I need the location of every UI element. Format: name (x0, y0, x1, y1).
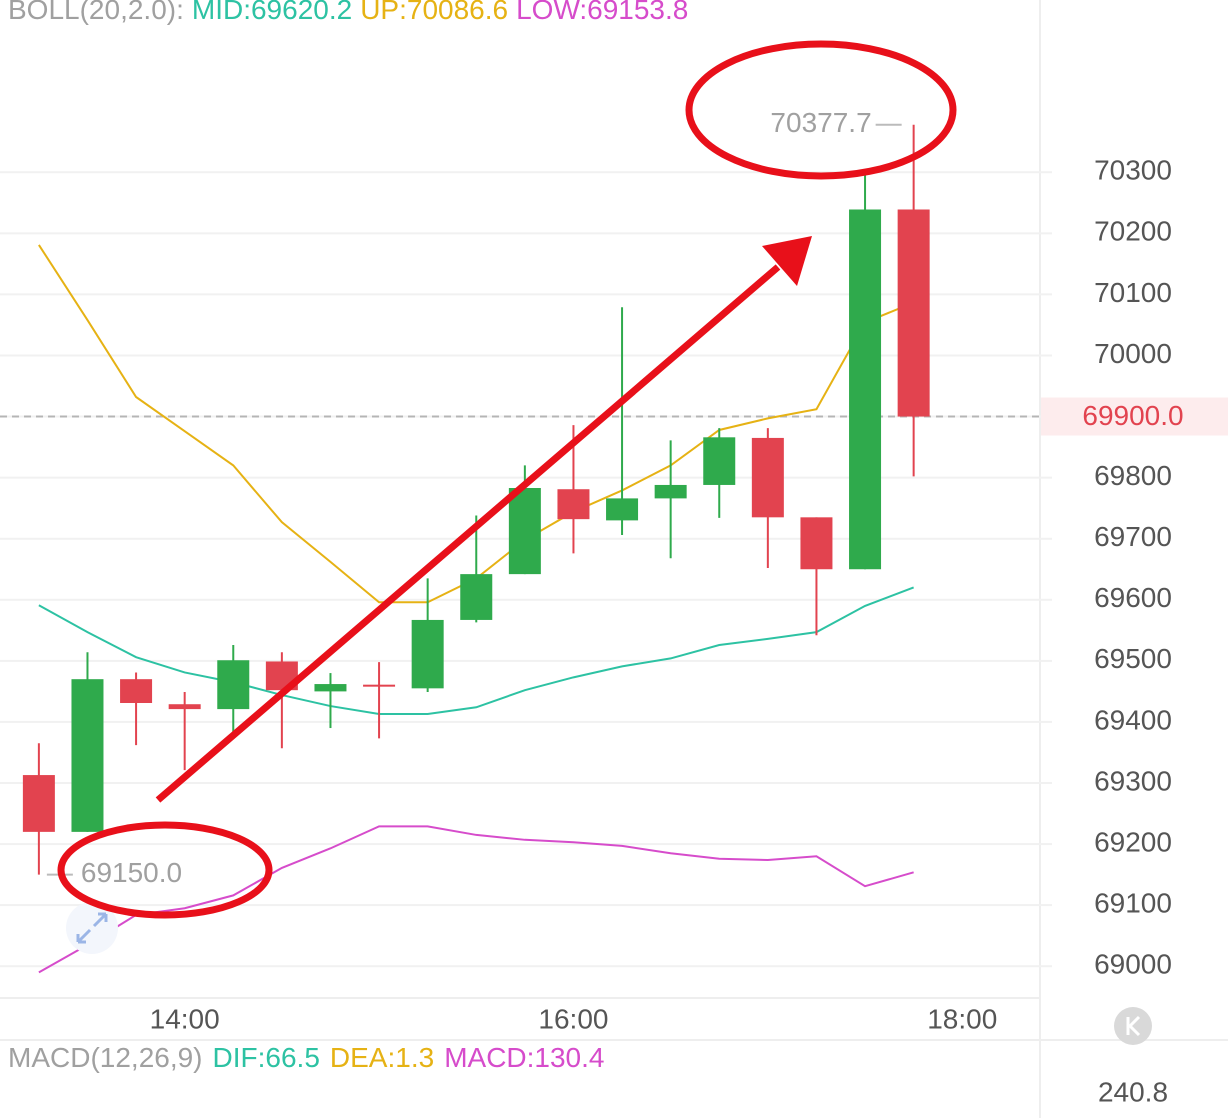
y-tick-label: 70200 (1094, 216, 1172, 247)
y-tick-label: 69100 (1094, 888, 1172, 919)
y-tick-label: 70000 (1094, 338, 1172, 369)
candle-body (460, 574, 493, 620)
legend-title: MACD(12,26,9) (8, 1042, 203, 1073)
boll-legend: BOLL(20,2.0): MID:69620.2 UP:70086.6 LOW:69… (8, 0, 688, 25)
candle-body (120, 679, 153, 703)
y-tick-label: 70300 (1094, 155, 1172, 186)
candle-body (314, 684, 347, 692)
candle-body (363, 684, 396, 687)
macd-axis-label: 240.8 (1098, 1076, 1168, 1107)
candle-body (217, 660, 250, 710)
legend-entry: MID:69620.2 (192, 0, 352, 25)
expand-icon (66, 902, 118, 954)
candle-body (508, 488, 541, 575)
candle-body (654, 484, 687, 499)
y-tick-label: 69400 (1094, 704, 1172, 735)
legend-entry: DEA:1.3 (330, 1042, 434, 1073)
candle-body (71, 679, 104, 832)
legend-entry: DIF:66.5 (213, 1042, 320, 1073)
annotation (57, 40, 957, 919)
y-tick-label: 69600 (1094, 582, 1172, 613)
band-line (38, 586, 914, 715)
candle-body (168, 704, 201, 710)
low-label: 69150.0 (81, 857, 182, 888)
band-line (38, 825, 914, 974)
y-tick-label: 70100 (1094, 277, 1172, 308)
kline-button[interactable] (1114, 1007, 1152, 1045)
x-tick-label: 16:00 (538, 1003, 608, 1034)
candle-body (751, 437, 784, 518)
last-price-tag (1041, 397, 1228, 436)
candle-body (606, 498, 639, 521)
x-tick-label: 18:00 (927, 1003, 997, 1034)
macd-legend: MACD(12,26,9) DIF:66.5 DEA:1.3 MACD:130.4 (8, 1042, 604, 1073)
y-tick-label: 69300 (1094, 765, 1172, 796)
candle-body (22, 775, 55, 832)
candle-body (897, 209, 930, 417)
legend-entry: LOW:69153.8 (516, 0, 688, 25)
candle-body (411, 619, 444, 689)
y-tick-label: 69500 (1094, 643, 1172, 674)
last-price-label: 69900.0 (1082, 400, 1183, 431)
legend-entry: UP:70086.6 (360, 0, 508, 25)
high-label: 70377.7 (770, 107, 871, 138)
candle-body (557, 489, 590, 520)
plot-layer: 69000 69100 69200 69300 69400 69500 69600 69700… (0, 107, 1228, 1034)
candle-body (703, 437, 736, 485)
x-tick-label: 14:00 (150, 1003, 220, 1034)
candle-body (800, 517, 833, 570)
legend-entry: MACD:130.4 (444, 1042, 604, 1073)
y-tick-label: 69700 (1094, 521, 1172, 552)
y-tick-label: 69000 (1094, 949, 1172, 980)
y-tick-label: 69200 (1094, 826, 1172, 857)
candle-body (849, 209, 882, 570)
legend-title: BOLL(20,2.0): (8, 0, 184, 25)
y-tick-label: 69800 (1094, 460, 1172, 491)
